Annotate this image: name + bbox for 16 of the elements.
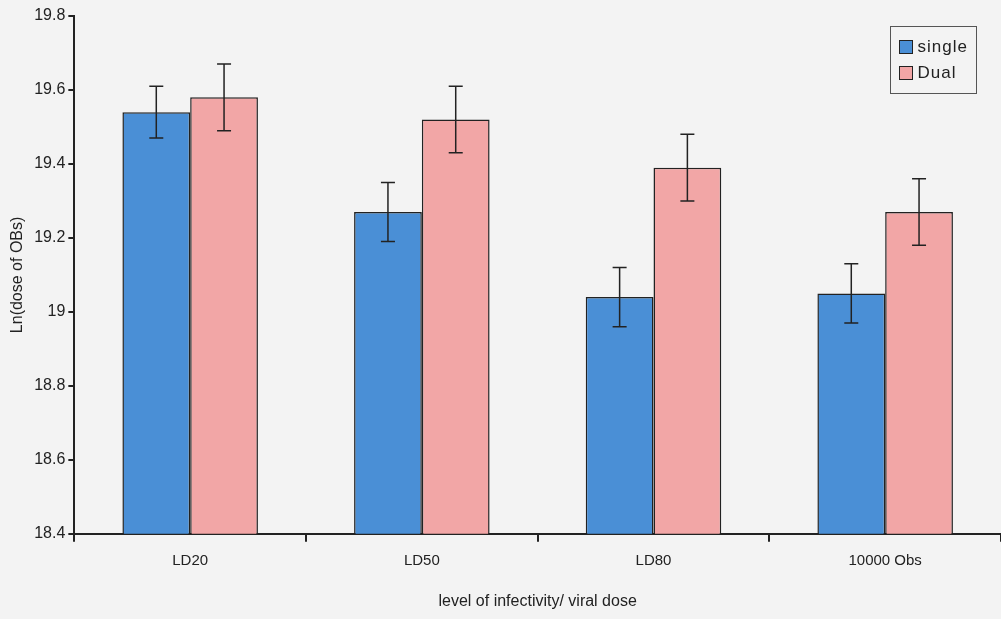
x-tick-label: 10000 Obs	[848, 550, 922, 568]
y-tick-label: 19	[47, 302, 66, 320]
x-axis-title: level of infectivity/ viral dose	[438, 591, 637, 609]
x-tick-label: LD50	[403, 550, 440, 568]
legend-label: single	[917, 37, 968, 57]
y-tick-label: 18.8	[34, 376, 66, 394]
y-tick-label: 18.6	[34, 450, 66, 468]
y-tick-label: 18.4	[34, 524, 66, 542]
y-tick-label: 19.6	[34, 80, 66, 98]
y-tick-label: 19.2	[34, 228, 66, 246]
y-axis-title: Ln(dose of OBs)	[8, 216, 26, 334]
x-tick-label: LD80	[635, 550, 672, 568]
y-tick-label: 19.8	[34, 6, 66, 24]
legend-label: Dual	[917, 63, 957, 83]
x-tick-label: LD20	[172, 550, 209, 568]
y-tick-label: 19.4	[34, 154, 66, 172]
